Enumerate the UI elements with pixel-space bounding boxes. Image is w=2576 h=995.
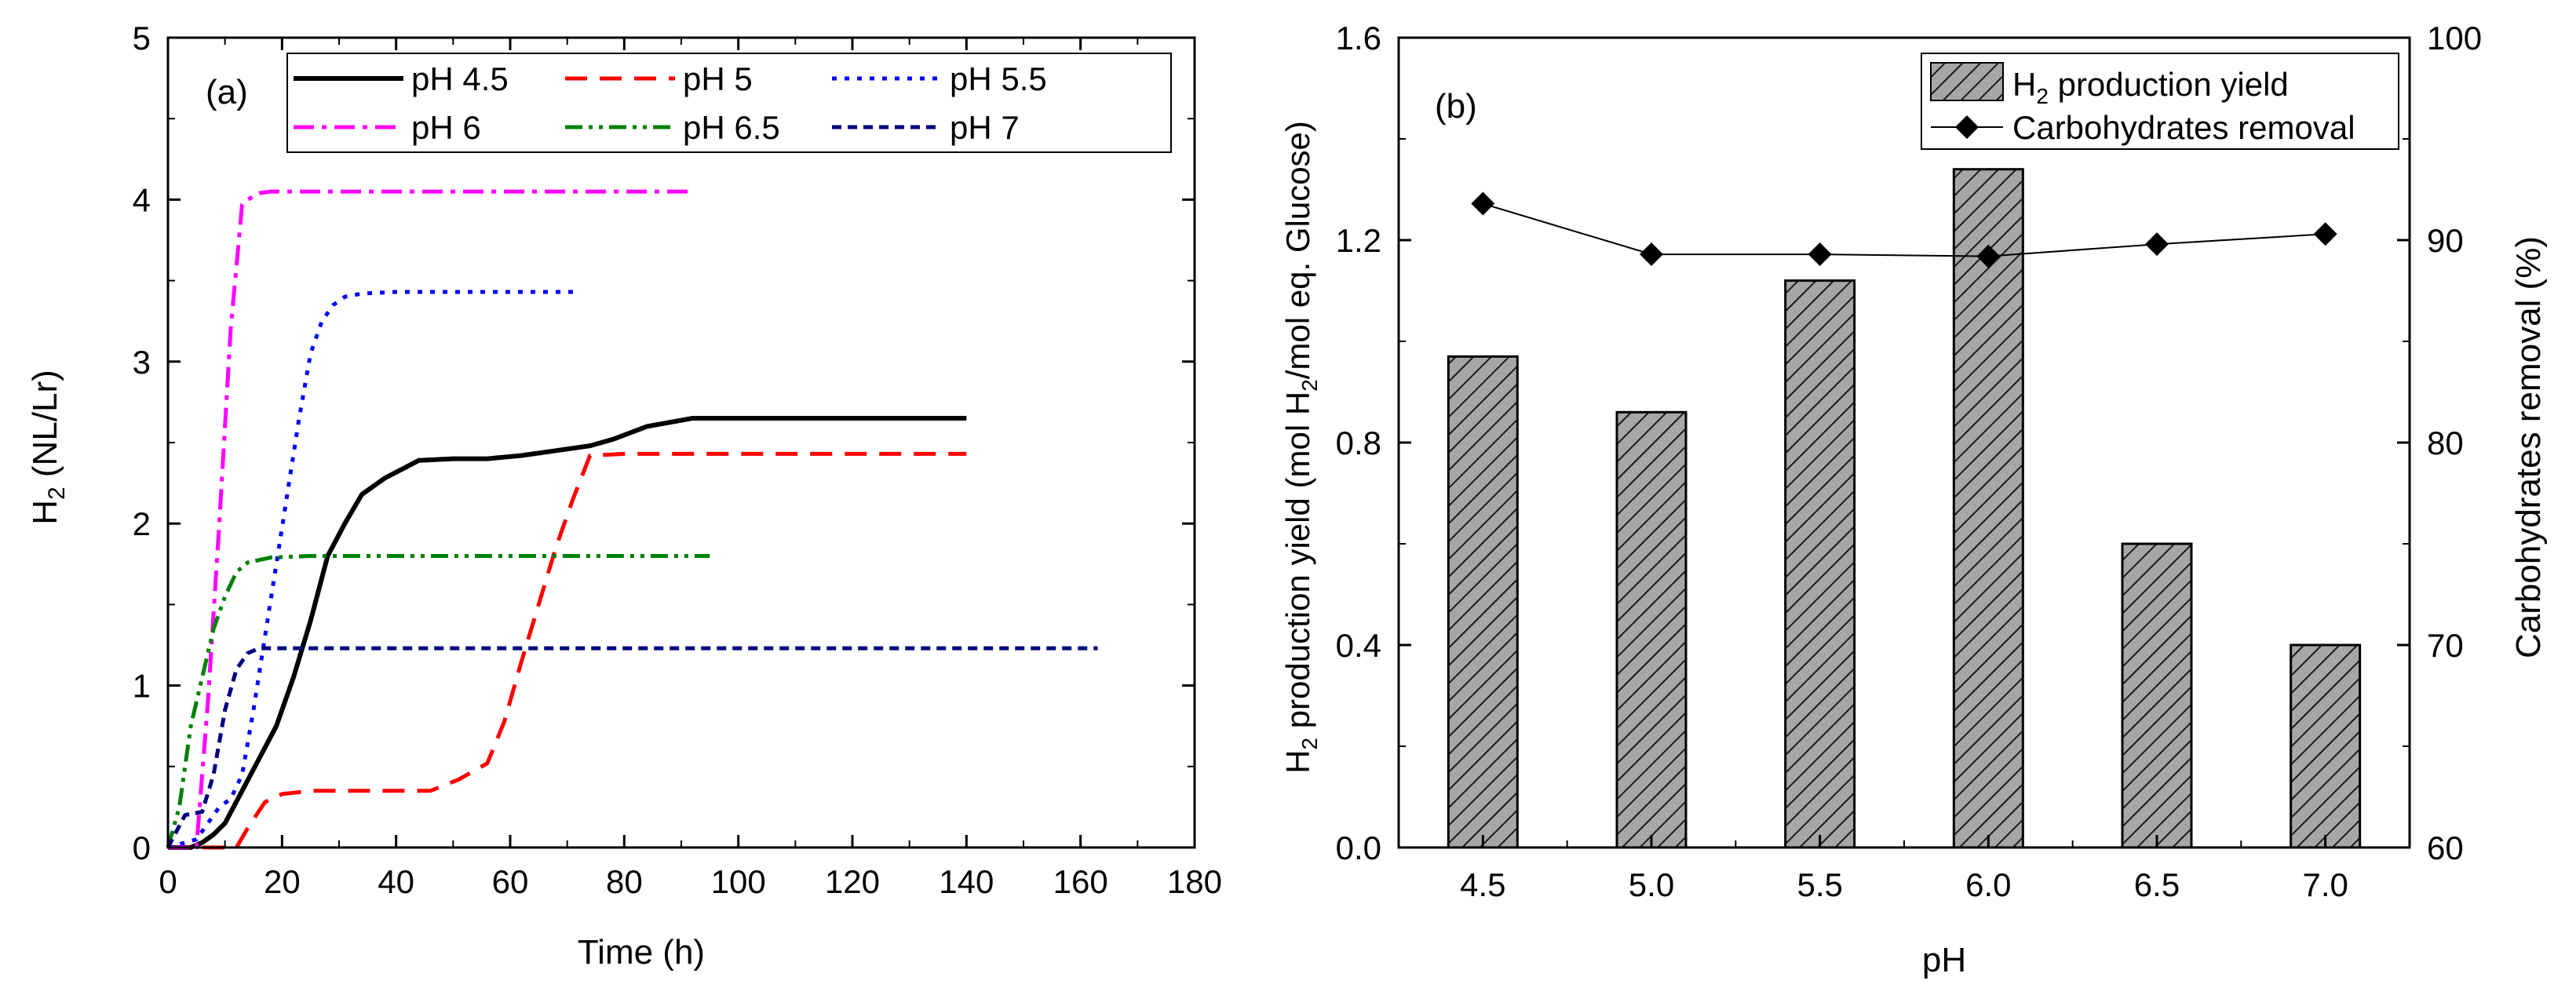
panel-b-ticks: 4.5 5.0 5.5 6.0 6.5 7.0 0.0 0.4 0.8 1.2 1.6 60 70 80 9… [1336, 20, 2482, 903]
panel-b-right-axis-title: Carbohydrates removal (%) [2509, 236, 2548, 658]
y-right-tick-label: 70 [2427, 627, 2464, 664]
x-tick-label: 140 [939, 863, 994, 900]
panel-a-plot-area [166, 189, 1098, 850]
y-tick-label: 4 [133, 181, 151, 218]
panel-a-x-axis-title: Time (h) [578, 933, 705, 971]
x-tick-label: 120 [825, 863, 880, 900]
bar-h2-yield-6.5 [2121, 542, 2193, 849]
y-tick-label: 0.8 [1336, 425, 1381, 461]
series-line-ph-7 [166, 646, 1098, 849]
x-tick-label: 40 [378, 863, 414, 900]
panel-a-ticks: 0 20 40 60 80 100 120 140 160 180 0 1 2 3 4 5 [133, 20, 1222, 900]
x-tick-label: 180 [1167, 863, 1222, 900]
legend-marker-diamond-icon [1955, 115, 1979, 139]
y-tick-label: 2 [133, 505, 151, 542]
y-tick-label: 5 [133, 20, 151, 56]
series-line-ph-4-5 [168, 416, 967, 850]
x-tick-label: 60 [492, 863, 529, 900]
bar-h2-yield-7.0 [2290, 643, 2362, 849]
y-tick-label: 1.2 [1336, 222, 1381, 259]
bar-h2-yield-5.0 [1615, 410, 1688, 849]
panel-b-bar-chart: 4.5 5.0 5.5 6.0 6.5 7.0 0.0 0.4 0.8 1.2 1.6 60 70 80 9… [1279, 20, 2548, 979]
legend-label: pH 5.5 [950, 60, 1047, 97]
legend-label: pH 5 [683, 60, 753, 97]
legend-label: pH 7 [950, 109, 1020, 146]
bar-h2-yield-4.5 [1447, 355, 1519, 849]
panel-b-legend: H2 production yield Carbohydrates remova… [1921, 53, 2399, 150]
bar-h2-yield-6.0 [1952, 168, 2024, 849]
diamond-marker-5.5 [1808, 242, 1832, 267]
legend-label: pH 6.5 [683, 109, 780, 146]
legend-swatch-h2-yield [1930, 62, 2004, 101]
panel-a-legend: pH 4.5 pH 5 pH 5.5 pH 6 pH 6.5 pH 7 [286, 53, 1172, 153]
panel-b-axes-frame [1397, 36, 2411, 849]
panel-b-plot-area [1447, 168, 2362, 849]
y-tick-label: 1.6 [1336, 20, 1381, 56]
series-line-carbohydrates-removal [1483, 202, 2326, 257]
y-right-tick-label: 90 [2427, 222, 2464, 259]
panel-a-legend-box [286, 53, 1172, 153]
legend-label: pH 6 [411, 109, 481, 146]
y-right-tick-label: 100 [2427, 20, 2482, 56]
y-tick-label: 0.4 [1336, 627, 1381, 664]
x-tick-label: 20 [264, 863, 301, 900]
x-tick-label: 100 [711, 863, 766, 900]
legend-label: pH 4.5 [411, 60, 509, 97]
panel-b-label: (b) [1435, 87, 1477, 126]
panel-a-line-chart: 0 20 40 60 80 100 120 140 160 180 0 1 2 3 4 5 (a) Time … [26, 20, 1222, 971]
diamond-marker-4.5 [1471, 191, 1495, 216]
x-tick-label: 6.0 [1965, 866, 2011, 903]
series-line-ph-5-5 [167, 290, 579, 850]
y-tick-label: 0.0 [1336, 829, 1381, 866]
y-tick-label: 3 [133, 344, 151, 381]
x-tick-label: 80 [606, 863, 643, 900]
panel-a-y-axis-title: H2 (NL/Lr) [26, 370, 70, 525]
x-tick-label: 160 [1053, 863, 1108, 900]
y-right-tick-label: 60 [2427, 829, 2464, 866]
panel-b-y-axis-title: H2 production yield (mol H2/mol eq. Gluc… [1279, 121, 1322, 774]
x-tick-label: 5.5 [1797, 866, 1842, 903]
y-tick-label: 1 [133, 668, 151, 705]
diamond-marker-5.0 [1640, 242, 1663, 267]
y-tick-label: 0 [133, 829, 151, 866]
diamond-marker-7.0 [2313, 222, 2337, 246]
x-tick-label: 6.5 [2134, 866, 2180, 903]
diamond-marker-6.5 [2145, 232, 2169, 257]
x-tick-label: 5.0 [1629, 866, 1674, 903]
panel-a-axes-frame [166, 36, 1196, 849]
x-tick-label: 0 [159, 863, 177, 900]
legend-label-h2-yield: H2 production yield [2012, 66, 2289, 108]
series-line-ph-5 [168, 451, 967, 850]
diamond-marker-6.0 [1976, 244, 2001, 268]
legend-label-carbohydrates: Carbohydrates removal [2012, 109, 2355, 146]
y-right-tick-label: 80 [2427, 425, 2464, 461]
panel-b-x-axis-title: pH [1922, 941, 1966, 979]
series-line-ph-6 [168, 189, 693, 850]
x-tick-label: 4.5 [1460, 866, 1505, 903]
series-line-ph-6-5 [166, 554, 710, 848]
panel-a-label: (a) [206, 73, 248, 111]
bar-h2-yield-5.5 [1784, 279, 1856, 849]
x-tick-label: 7.0 [2302, 866, 2348, 903]
